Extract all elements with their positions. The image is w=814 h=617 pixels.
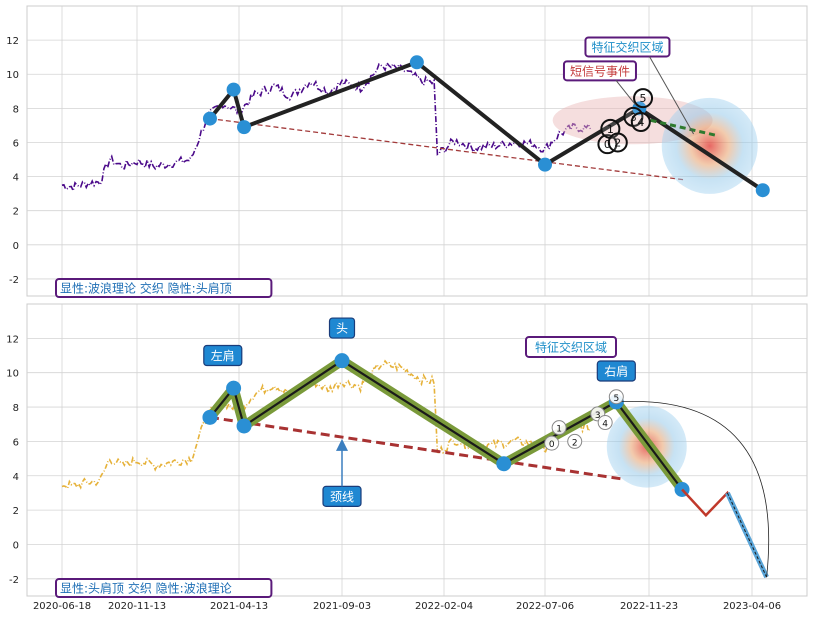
y-tick-label: 2 <box>13 207 19 218</box>
annotation-box <box>584 36 671 58</box>
pivot-marker <box>226 380 242 396</box>
x-tick-label: 2022-07-06 <box>516 601 574 612</box>
y-tick-label: 6 <box>13 138 19 149</box>
annotation-text: 短信号事件 <box>570 64 630 78</box>
wave-count-label: 4 <box>637 116 644 129</box>
pattern-label-box <box>525 335 617 358</box>
y-tick-label: 0 <box>13 241 19 252</box>
y-tick-label: 4 <box>13 472 19 483</box>
pivot-marker <box>496 456 512 472</box>
y-tick-label: 8 <box>13 403 19 414</box>
pattern-label-box <box>203 344 243 367</box>
x-tick-label: 2021-04-13 <box>210 601 268 612</box>
pivot-marker <box>334 353 350 369</box>
y-tick-label: 0 <box>13 540 19 551</box>
x-tick-label: 2021-09-03 <box>313 601 371 612</box>
projection-hint <box>650 118 718 138</box>
wave-count-label: 4 <box>602 420 608 430</box>
y-tick-label: 6 <box>13 437 19 448</box>
projection-arc <box>616 400 770 578</box>
y-tick-label: 8 <box>13 104 19 115</box>
wave-count-marker <box>567 433 583 449</box>
price-series-line <box>61 359 591 490</box>
wave-count-label: 0 <box>549 440 555 450</box>
x-tick-label: 2020-06-18 <box>33 601 91 612</box>
wave-count-label: 5 <box>640 92 647 105</box>
y-tick-label: -2 <box>9 275 19 286</box>
projection-leg-dash <box>726 492 768 578</box>
wave-count-marker <box>597 415 613 431</box>
wave-count-label: 1 <box>607 123 614 136</box>
wave-count-label: 2 <box>614 136 621 149</box>
panel-caption: 显性:波浪理论 交织 隐性:头肩顶 <box>60 281 232 296</box>
pivot-marker <box>409 55 424 70</box>
annotation-box <box>562 60 637 82</box>
pattern-label-box <box>328 317 356 339</box>
y-tick-label: 12 <box>6 334 19 345</box>
wave-count-label: 3 <box>595 411 601 421</box>
y-tick-label: 4 <box>13 173 19 184</box>
pivot-marker <box>226 82 241 97</box>
pivot-marker <box>755 183 770 198</box>
wave-count-marker <box>544 435 560 451</box>
wave-count-label: 0 <box>604 138 611 151</box>
y-tick-label: -2 <box>9 575 19 586</box>
y-tick-label: 10 <box>6 369 19 380</box>
plot-area <box>26 303 808 597</box>
pivot-marker <box>538 157 552 172</box>
pattern-label-text: 特征交织区域 <box>535 339 607 354</box>
y-tick-label: 10 <box>6 70 19 81</box>
y-tick-label: 12 <box>6 36 19 47</box>
wave-count-label: 1 <box>556 425 562 435</box>
wave-count-marker <box>630 112 651 132</box>
annotation-leader <box>615 80 637 106</box>
pivot-marker <box>237 120 252 135</box>
x-tick-label: 2020-11-13 <box>108 601 166 612</box>
panel-caption: 显性:头肩顶 交织 隐性:波浪理论 <box>60 581 232 596</box>
wave-count-label: 2 <box>572 438 578 448</box>
x-tick-label: 2022-11-23 <box>620 601 678 612</box>
pattern-label-box <box>596 360 636 382</box>
x-tick-label: 2023-04-06 <box>723 601 781 612</box>
pattern-label-text: 左肩 <box>211 348 235 363</box>
pivot-marker <box>202 111 217 126</box>
annotation-text: 特征交织区域 <box>591 39 663 54</box>
panel-caption-box <box>55 578 273 598</box>
wave-count-marker <box>608 389 624 405</box>
y-tick-label: 2 <box>13 506 19 517</box>
annotation-leader <box>649 56 695 135</box>
wave-count-marker <box>551 420 567 436</box>
wave-count-marker <box>633 88 654 109</box>
wave-count-marker <box>607 132 628 153</box>
pivot-marker <box>236 418 252 434</box>
pattern-label-text: 右肩 <box>604 363 628 378</box>
wave-count-label: 5 <box>613 394 619 404</box>
x-tick-label: 2022-02-04 <box>415 601 473 612</box>
panel-caption-box <box>55 278 273 298</box>
pivot-marker <box>202 409 218 425</box>
pattern-label-text: 头 <box>336 322 348 336</box>
pattern-label-text: 颈线 <box>330 490 354 504</box>
price-series-line <box>61 61 592 194</box>
